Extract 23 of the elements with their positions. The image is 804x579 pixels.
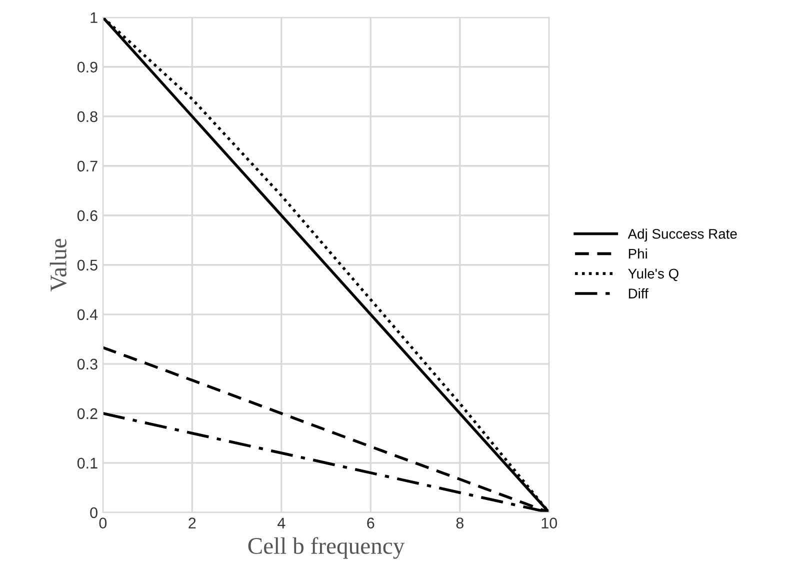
x-axis-title: Cell b frequency xyxy=(248,537,405,559)
x-tick-label: 10 xyxy=(542,518,558,528)
y-tick-label: 0.6 xyxy=(77,210,98,222)
legend-label: Yule's Q xyxy=(628,268,678,282)
legend-label: Adj Success Rate xyxy=(628,228,737,242)
y-tick-label: 0.7 xyxy=(77,160,98,172)
y-tick-label: 1 xyxy=(90,12,98,23)
x-tick-label: 4 xyxy=(278,518,286,528)
legend-label: Phi xyxy=(628,248,647,259)
y-tick-label: 0.3 xyxy=(77,358,98,370)
y-tick-label: 0.1 xyxy=(77,458,98,469)
x-tick-label: 8 xyxy=(456,518,464,528)
y-tick-label: 0.4 xyxy=(77,309,98,320)
y-tick-label: 0.5 xyxy=(77,260,98,271)
y-tick-label: 0.8 xyxy=(77,111,98,122)
x-tick-label: 6 xyxy=(367,518,374,528)
x-tick-label: 0 xyxy=(99,518,107,528)
y-tick-label: 0 xyxy=(90,507,98,518)
y-axis-title: Value xyxy=(50,238,67,292)
x-tick-label: 2 xyxy=(188,518,196,528)
y-tick-label: 0.9 xyxy=(77,62,98,73)
y-tick-label: 0.2 xyxy=(77,408,98,420)
legend-label: Diff xyxy=(628,288,648,298)
